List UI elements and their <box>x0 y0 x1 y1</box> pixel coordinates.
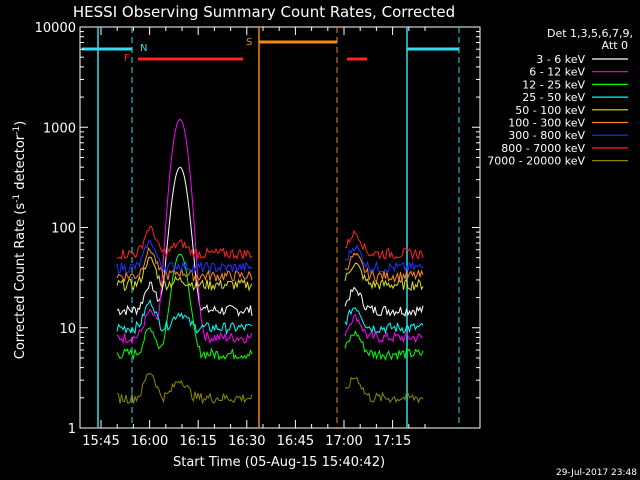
y-tick-label: 10 <box>59 322 76 337</box>
series-line-0-seg-1 <box>344 286 424 318</box>
legend-label-6: 300 - 800 keV <box>508 129 585 142</box>
series-line-6-seg-0 <box>116 239 253 275</box>
legend-header-1: Det 1,3,5,6,7,9, <box>547 27 633 40</box>
y-axis-label-sup1: -1 <box>12 194 22 203</box>
legend-label-0: 3 - 6 keV <box>536 53 585 66</box>
x-tick-label: 16:45 <box>277 434 314 449</box>
series-line-3-seg-1 <box>344 307 424 335</box>
y-tick-label: 1 <box>68 422 76 437</box>
y-tick-label: 100 <box>51 222 76 237</box>
y-axis-label-prefix: Corrected Count Rate (s <box>13 203 28 360</box>
legend-header-2: Att 0 <box>602 39 628 52</box>
y-axis-label-suffix: ) <box>13 121 28 126</box>
legend-label-5: 100 - 300 keV <box>508 117 585 130</box>
y-axis-label-mid: detector <box>13 134 28 194</box>
legend-label-2: 12 - 25 keV <box>522 78 585 91</box>
series-line-2-seg-0 <box>116 253 253 361</box>
legend-label-3: 25 - 50 keV <box>522 91 585 104</box>
plot-border <box>79 26 481 429</box>
saa-flag-label: S <box>246 37 252 48</box>
axes: 1 10 100 1000 10000 15:45 16:00 16:15 16:30 16:45… <box>35 21 480 449</box>
x-tick-label: 16:15 <box>179 434 216 449</box>
series-line-7-seg-0 <box>116 225 253 260</box>
plot-frame <box>79 26 481 429</box>
series-line-2-seg-1 <box>344 330 424 362</box>
legend-label-4: 50 - 100 keV <box>515 104 585 117</box>
plot-data: NF S <box>82 27 460 428</box>
series-line-7-seg-1 <box>344 229 424 260</box>
y-tick-label: 1000 <box>43 121 76 136</box>
x-tick-label: 17:15 <box>374 434 411 449</box>
chart-title: HESSI Observing Summary Count Rates, Cor… <box>73 3 455 21</box>
y-axis-label-sup2: -1 <box>12 126 22 135</box>
flare-flag-label: F <box>124 53 130 64</box>
x-tick-label: 17:00 <box>325 434 362 449</box>
footer-date: 29-Jul-2017 23:48 <box>556 468 637 478</box>
series-line-8-seg-1 <box>344 376 424 404</box>
series-line-5-seg-0 <box>116 247 253 283</box>
legend-label-1: 6 - 12 keV <box>529 66 585 79</box>
series-line-1-seg-0 <box>116 118 253 345</box>
series-line-4-seg-1 <box>344 262 424 292</box>
x-axis-label: Start Time (05-Aug-15 15:40:42) <box>173 455 385 470</box>
x-tick-label: 16:30 <box>228 434 265 449</box>
series-line-0-seg-0 <box>116 166 253 318</box>
x-tick-label: 16:00 <box>131 434 168 449</box>
series-line-8-seg-0 <box>116 372 253 404</box>
y-tick-label: 10000 <box>35 21 76 36</box>
series-line-6-seg-1 <box>344 244 424 274</box>
x-tick-label: 15:45 <box>82 434 119 449</box>
series-line-3-seg-0 <box>116 298 253 336</box>
legend-label-8: 7000 - 20000 keV <box>487 155 585 168</box>
series-line-4-seg-0 <box>116 256 253 292</box>
legend-label-7: 800 - 7000 keV <box>501 142 585 155</box>
y-axis-label: Corrected Count Rate (s-1 detector-1) <box>12 121 28 359</box>
series-line-1-seg-1 <box>344 313 423 344</box>
night-flag-label: N <box>140 43 147 54</box>
